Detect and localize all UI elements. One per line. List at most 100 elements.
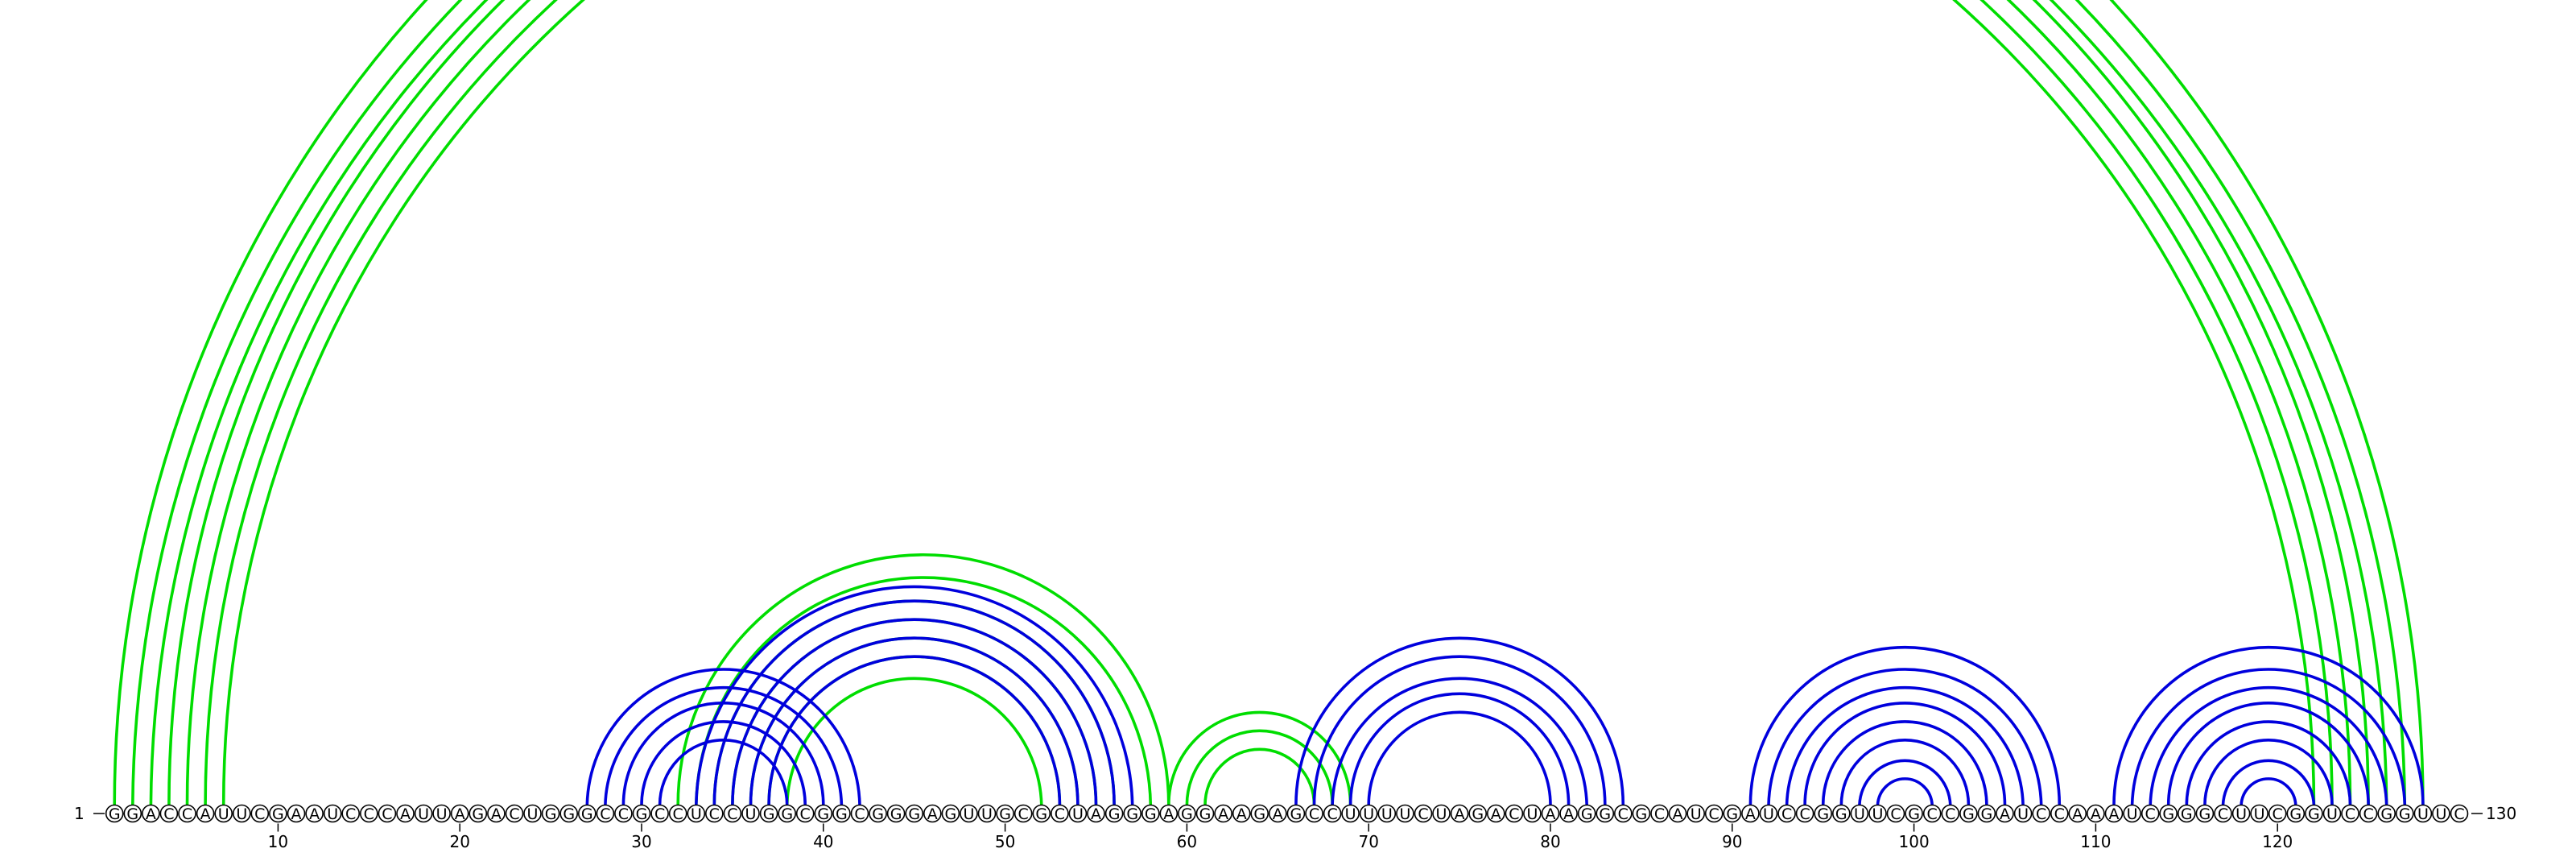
nucleotide-100: G — [1905, 804, 1923, 823]
nucleotide-circle — [1250, 804, 1269, 823]
tick-label-30: 30 — [631, 832, 651, 851]
base-pair-arc-118-121 — [2240, 777, 2297, 805]
nucleotide-circle — [741, 804, 760, 823]
nucleotide-75: A — [1450, 804, 1469, 823]
nucleotide-circle — [123, 804, 142, 823]
nucleotide-letter: C — [2363, 805, 2373, 823]
base-pair-arc-33-58 — [695, 576, 1153, 805]
base-pair-arc-6-123 — [204, 0, 2334, 805]
base-pair-arc-36-54 — [749, 636, 1080, 805]
nucleotide-circle — [2087, 804, 2105, 823]
nucleotide-letter: U — [1345, 805, 1356, 823]
nucleotide-circle — [1941, 804, 1960, 823]
nucleotide-letter: C — [2145, 805, 2156, 823]
nucleotide-letter: C — [2273, 805, 2283, 823]
nucleotide-letter: G — [1253, 805, 1265, 823]
nucleotide-letter: G — [2162, 805, 2174, 823]
nucleotide-letter: U — [527, 805, 539, 823]
nucleotide-53: C — [1051, 804, 1069, 823]
nucleotide-96: G — [1832, 804, 1851, 823]
nucleotide-letter: G — [872, 805, 884, 823]
nucleotide-circle — [869, 804, 887, 823]
nucleotide-circle — [795, 804, 815, 823]
nucleotide-circle — [142, 804, 160, 823]
nucleotide-2: G — [123, 804, 142, 823]
nucleotide-letter: G — [581, 805, 593, 823]
base-pair-arc-69-81 — [1348, 692, 1571, 805]
tick-label-70: 70 — [1358, 832, 1378, 851]
nucleotide-letter: C — [2345, 805, 2355, 823]
nucleotide-circle — [1650, 804, 1669, 823]
nucleotide-letter: U — [1690, 805, 1702, 823]
nucleotide-circle — [487, 804, 506, 823]
nucleotide-letter: C — [1927, 805, 1938, 823]
nucleotide-102: C — [1941, 804, 1960, 823]
nucleotide-17: A — [396, 804, 415, 823]
nucleotide-circle — [941, 804, 960, 823]
nucleotide-110: A — [2087, 804, 2105, 823]
nucleotide-letter: U — [2435, 805, 2446, 823]
nucleotide-circle — [1178, 804, 1196, 823]
nucleotide-circle — [850, 804, 869, 823]
nucleotide-circle — [1450, 804, 1469, 823]
nucleotide-circle — [632, 804, 651, 823]
tick-label-10: 10 — [268, 832, 288, 851]
nucleotide-23: C — [505, 804, 524, 823]
nucleotide-circle — [1377, 804, 1397, 823]
nucleotide-letter: G — [563, 805, 575, 823]
nucleotide-circle — [1087, 804, 1105, 823]
nucleotide-letter: G — [836, 805, 848, 823]
nucleotide-circle — [704, 804, 724, 823]
nucleotide-93: C — [1777, 804, 1796, 823]
nucleotide-circle — [2195, 804, 2215, 823]
sequence-backbone: 1 130 — [74, 804, 2516, 823]
nucleotide-82: G — [1577, 804, 1596, 823]
nucleotide-16: C — [378, 804, 397, 823]
base-pair-arc-98-101 — [1876, 777, 1934, 805]
nucleotide-85: G — [1632, 804, 1651, 823]
nucleotide-letter: G — [2199, 805, 2211, 823]
base-pair-arc-116-123 — [2203, 739, 2334, 805]
nucleotide-111: A — [2104, 804, 2124, 823]
nucleotide-letter: U — [2254, 805, 2265, 823]
nucleotide-circle — [250, 804, 270, 823]
nucleotide-letter: A — [1491, 805, 1501, 823]
nucleotide-letter: A — [1563, 805, 1574, 823]
nucleotide-letter: A — [1273, 805, 1283, 823]
nucleotide-letter: G — [1472, 805, 1484, 823]
nucleotide-116: G — [2195, 804, 2215, 823]
nucleotide-62: A — [1214, 804, 1232, 823]
nucleotide-circle — [814, 804, 833, 823]
base-pair-arc-33-57 — [695, 585, 1134, 805]
nucleotide-letter: G — [1908, 805, 1920, 823]
nucleotide-letter: G — [472, 805, 484, 823]
sequence-start-label: 1 — [74, 804, 85, 823]
nucleotide-61: G — [1195, 804, 1215, 823]
nucleotide-letter: A — [1163, 805, 1174, 823]
nucleotide-letter: G — [763, 805, 775, 823]
nucleotide-113: C — [2140, 804, 2160, 823]
nucleotide-letter: U — [1381, 805, 1393, 823]
base-pair-arc-37-53 — [767, 655, 1062, 805]
nucleotide-circle — [1286, 804, 1306, 823]
nucleotide-circle — [196, 804, 215, 823]
nucleotide-circle — [1505, 804, 1524, 823]
nucleotide-circle — [1523, 804, 1542, 823]
nucleotide-letter: C — [1327, 805, 1337, 823]
base-pair-arc-34-56 — [712, 599, 1116, 805]
base-pair-arc-91-108 — [1748, 645, 2062, 805]
nucleotide-11: A — [287, 804, 306, 823]
nucleotide-circle — [1850, 804, 1869, 823]
nucleotide-letter: C — [364, 805, 374, 823]
nucleotide-126: G — [2377, 804, 2396, 823]
nucleotide-circle — [305, 804, 324, 823]
nucleotide-letter: G — [1035, 805, 1047, 823]
nucleotide-circle — [2268, 804, 2287, 823]
nucleotide-31: C — [650, 804, 669, 823]
nucleotide-letter: G — [817, 805, 829, 823]
nucleotide-circle — [1141, 804, 1160, 823]
base-pair-arc-111-128 — [2112, 645, 2425, 805]
nucleotide-circle — [886, 804, 906, 823]
base-pair-arc-115-124 — [2185, 720, 2352, 805]
nucleotide-letter: C — [1654, 805, 1665, 823]
